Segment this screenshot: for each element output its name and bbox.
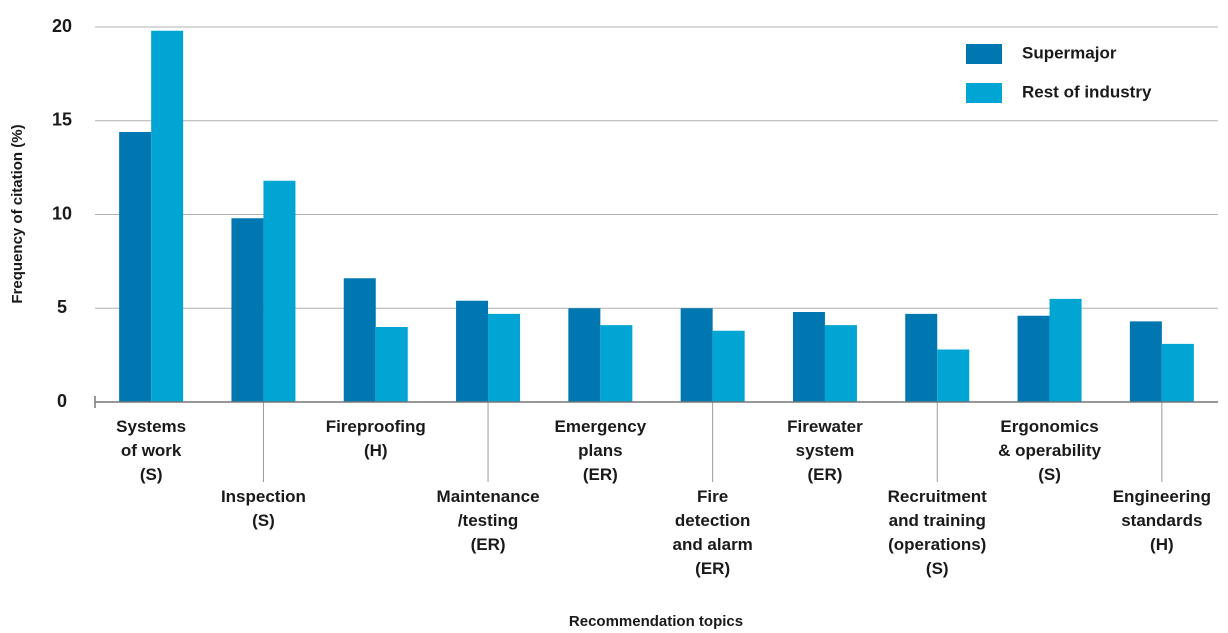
x-tick-label-line: /testing [458, 511, 518, 530]
x-tick-label-line: standards [1121, 511, 1202, 530]
x-tick-label-line: and training [889, 511, 986, 530]
bar [937, 349, 970, 402]
y-axis-title: Frequency of citation (%) [9, 124, 26, 303]
bar [824, 325, 857, 402]
x-tick-label: Ergonomics & operability (S) [998, 417, 1102, 484]
x-tick-label-line: Recruitment [888, 487, 988, 506]
bar [712, 330, 745, 402]
x-tick-label-line: (S) [926, 559, 949, 578]
x-tick-label-line: (H) [1150, 535, 1174, 554]
x-tick-label-line: Engineering [1113, 487, 1211, 506]
legend-swatch [966, 83, 1002, 103]
y-tick-label: 0 [57, 391, 67, 411]
x-tick-label-line: (S) [252, 511, 275, 530]
x-tick-label: Inspection (S) [221, 487, 306, 530]
x-tick-label-line: (ER) [583, 465, 618, 484]
y-tick-label: 20 [52, 16, 72, 36]
bar [1049, 298, 1082, 402]
bar [456, 300, 489, 402]
x-tick-label: Maintenance/testing (ER) [437, 487, 540, 554]
y-tick-label: 5 [57, 297, 67, 317]
legend-swatch [966, 44, 1002, 64]
x-tick-label-line: Ergonomics [1000, 417, 1098, 436]
bar [119, 132, 152, 402]
x-tick-label: Engineering standards (H) [1113, 487, 1211, 554]
x-tick-label: Firewater system (ER) [787, 417, 863, 484]
x-tick-label-line: (S) [1038, 465, 1061, 484]
x-tick-label-line: (H) [364, 441, 388, 460]
bar [231, 218, 264, 402]
x-tick-label-line: & operability [998, 441, 1102, 460]
x-tick-label-line: (ER) [695, 559, 730, 578]
bar [151, 30, 184, 402]
bar [568, 308, 601, 402]
x-tick-label-line: (ER) [471, 535, 506, 554]
x-tick-label-line: detection [675, 511, 751, 530]
bar [343, 278, 376, 402]
bar [792, 312, 825, 402]
bar [1161, 343, 1194, 402]
x-tick-label-line: Firewater [787, 417, 863, 436]
legend-label: Rest of industry [1022, 82, 1152, 101]
bar [263, 180, 296, 402]
x-tick-label: Systems of work (S) [116, 417, 186, 484]
x-tick-label: Emergency plans (ER) [555, 417, 647, 484]
x-tick-label-line: (ER) [807, 465, 842, 484]
x-tick-label: Fireproofing (H) [326, 417, 426, 460]
x-tick-label-line: Inspection [221, 487, 306, 506]
y-tick-label: 15 [52, 110, 72, 130]
x-axis-title: Recommendation topics [569, 613, 743, 630]
bar [375, 327, 408, 402]
x-tick-label: Recruitment and training (operations) (S) [888, 487, 988, 578]
y-tick-label: 10 [52, 203, 72, 223]
x-tick-label-line: Fire [697, 487, 728, 506]
x-tick-label: Fire detection and alarm (ER) [672, 487, 752, 578]
x-tick-label-line: of work [121, 441, 182, 460]
legend-label: Supermajor [1022, 43, 1117, 62]
x-tick-label-line: plans [578, 441, 622, 460]
x-tick-label-line: Fireproofing [326, 417, 426, 436]
x-tick-label-line: (S) [140, 465, 163, 484]
x-tick-label-line: and alarm [672, 535, 752, 554]
x-tick-label-line: system [796, 441, 855, 460]
bar [600, 325, 633, 402]
bar [905, 313, 938, 402]
bar [488, 313, 521, 402]
bar [1017, 315, 1050, 402]
x-tick-label-line: Emergency [555, 417, 647, 436]
bar [1129, 321, 1162, 402]
x-tick-label-line: (operations) [888, 535, 986, 554]
x-tick-label-line: Systems [116, 417, 186, 436]
x-tick-label-line: Maintenance [437, 487, 540, 506]
bar [680, 308, 713, 402]
